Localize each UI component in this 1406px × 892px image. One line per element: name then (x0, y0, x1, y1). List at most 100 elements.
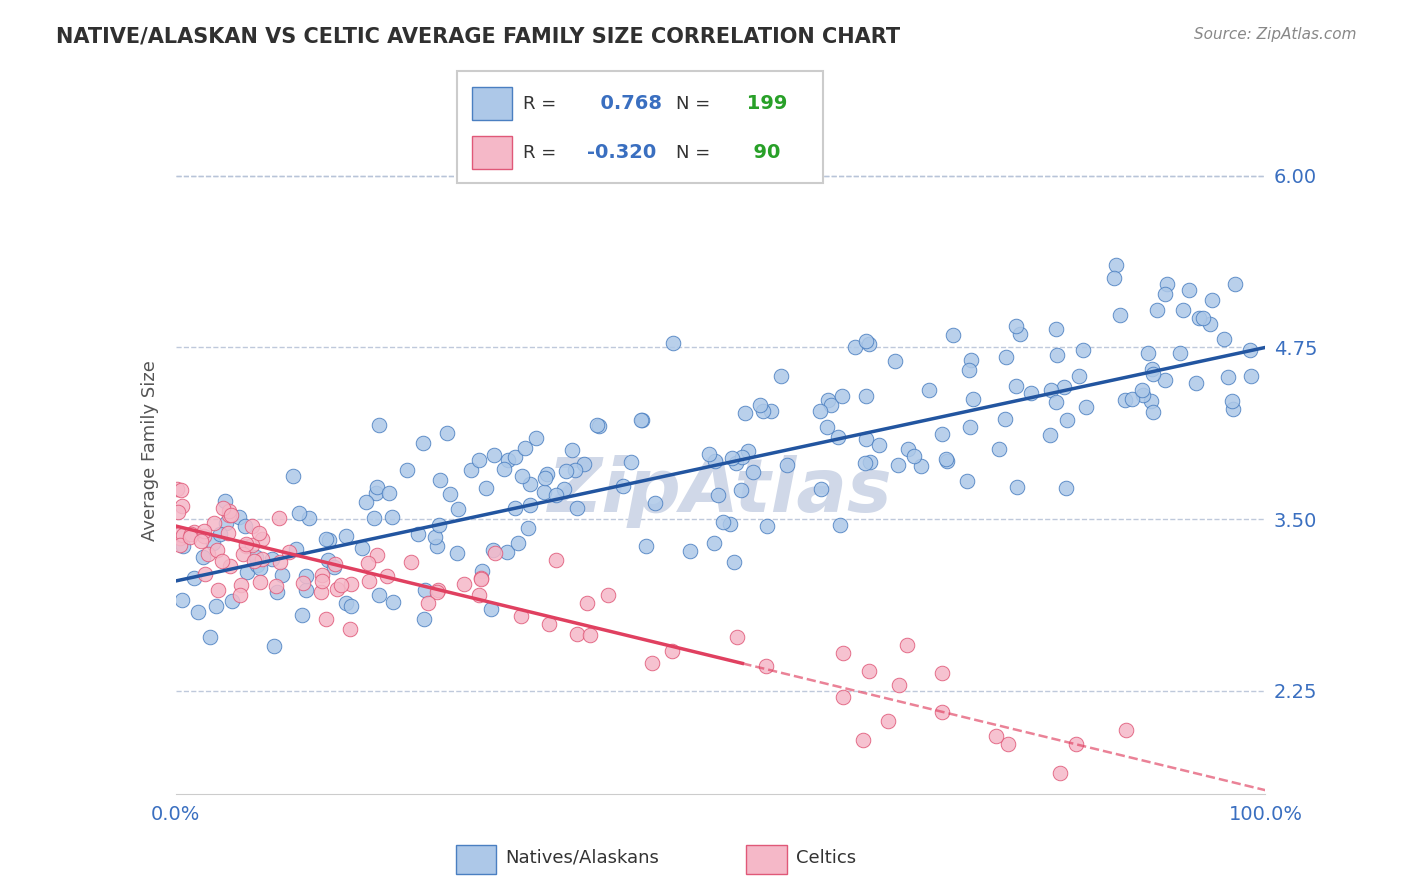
Point (496, 544, 519, 558)
Point (1137, 346, 1160, 360)
Point (266, 585, 288, 599)
Point (555, 464, 578, 478)
Text: ZipAtlas: ZipAtlas (548, 455, 893, 528)
FancyBboxPatch shape (747, 845, 786, 874)
Point (853, 456, 876, 470)
Text: Source: ZipAtlas.com: Source: ZipAtlas.com (1194, 27, 1357, 42)
Point (505, 450, 527, 465)
Point (1156, 277, 1178, 291)
Point (1192, 311, 1215, 326)
Point (810, 482, 832, 496)
Point (460, 463, 482, 477)
Point (396, 463, 419, 477)
Point (564, 462, 586, 476)
Point (468, 453, 491, 467)
Point (1222, 401, 1244, 416)
Point (815, 419, 838, 434)
Point (315, 532, 337, 546)
Point (291, 607, 314, 622)
Point (470, 571, 492, 585)
Point (471, 564, 494, 578)
Point (936, 454, 959, 468)
Point (190, 533, 212, 548)
Text: Natives/Alaskans: Natives/Alaskans (505, 848, 659, 866)
Point (197, 547, 219, 561)
Point (546, 488, 568, 502)
Point (250, 532, 273, 546)
Point (820, 398, 842, 412)
Point (170, 483, 193, 497)
Point (896, 638, 918, 652)
Point (1185, 376, 1208, 390)
Point (957, 363, 980, 377)
Point (179, 530, 201, 544)
Point (413, 612, 436, 626)
Point (553, 482, 575, 496)
Point (679, 544, 702, 558)
Point (470, 572, 492, 586)
Point (855, 432, 877, 446)
Point (219, 559, 242, 574)
Point (202, 535, 225, 549)
Point (245, 550, 267, 565)
Point (661, 644, 683, 658)
Point (752, 404, 775, 418)
Point (214, 494, 236, 508)
Point (183, 525, 205, 540)
Point (1046, 348, 1069, 362)
FancyBboxPatch shape (471, 87, 512, 120)
Point (510, 468, 533, 483)
Point (1049, 765, 1071, 780)
Point (496, 452, 519, 467)
Point (883, 354, 905, 368)
Point (413, 582, 436, 597)
FancyBboxPatch shape (457, 71, 823, 183)
Point (315, 612, 337, 626)
Point (309, 584, 332, 599)
Point (221, 594, 243, 608)
Text: Celtics: Celtics (796, 848, 856, 866)
Point (232, 547, 254, 561)
Point (630, 412, 652, 426)
Point (426, 539, 449, 553)
Point (484, 546, 506, 560)
Point (1140, 361, 1163, 376)
Point (1021, 386, 1043, 401)
Point (737, 444, 759, 458)
Point (697, 447, 720, 461)
Point (887, 678, 910, 692)
Point (1154, 287, 1177, 301)
Point (198, 631, 221, 645)
Point (1108, 308, 1130, 322)
Point (187, 605, 209, 619)
Point (311, 568, 333, 582)
Point (579, 628, 602, 642)
Point (340, 577, 363, 591)
Point (183, 570, 205, 584)
Point (357, 556, 380, 570)
Point (423, 530, 446, 544)
Point (730, 483, 752, 497)
Point (263, 639, 285, 653)
Point (399, 555, 422, 569)
Point (316, 553, 339, 567)
Point (288, 506, 311, 520)
Point (1146, 302, 1168, 317)
Point (228, 510, 250, 524)
Point (167, 505, 190, 519)
Point (769, 368, 792, 383)
Point (1153, 373, 1175, 387)
Point (831, 389, 853, 403)
Point (298, 511, 321, 525)
Point (166, 483, 188, 497)
Point (172, 528, 194, 542)
Point (959, 419, 981, 434)
Point (335, 529, 357, 543)
Point (266, 579, 288, 593)
Point (378, 486, 401, 500)
Point (741, 465, 763, 479)
Point (994, 412, 1017, 426)
Point (761, 404, 783, 418)
Point (429, 473, 451, 487)
Point (209, 527, 232, 541)
